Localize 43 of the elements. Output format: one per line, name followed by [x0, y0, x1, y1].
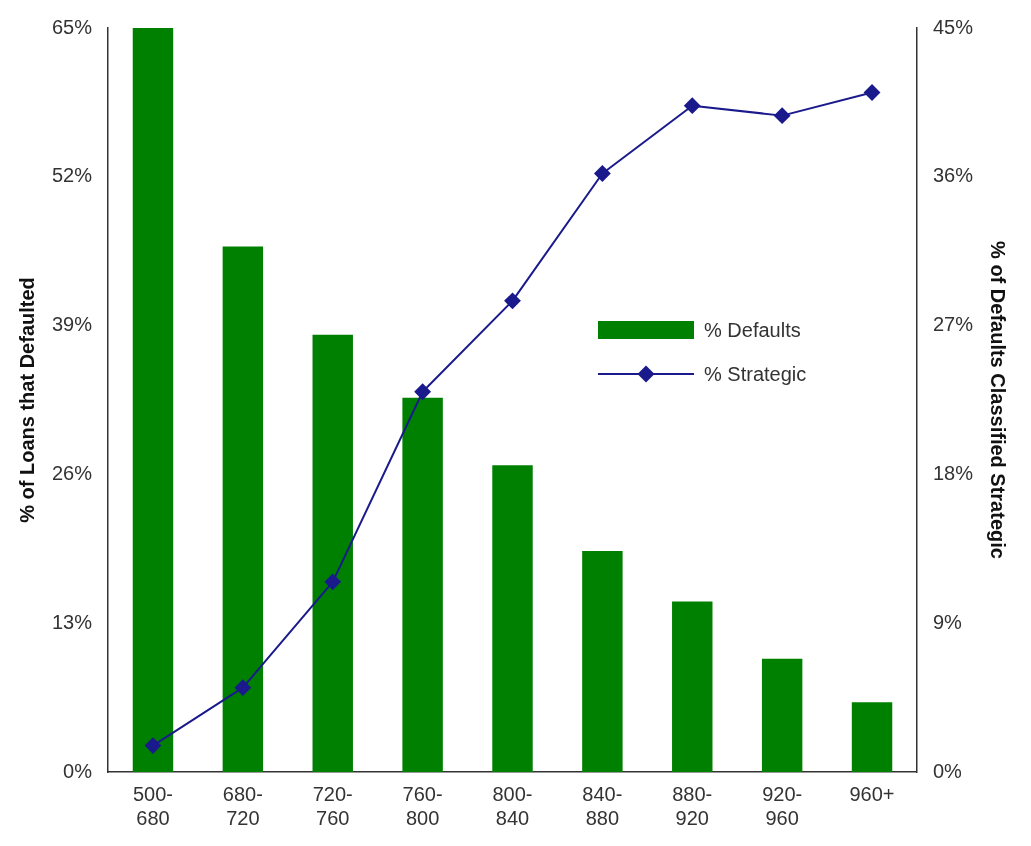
- x-tick-label: 680- 720: [222, 782, 263, 829]
- point: [234, 679, 251, 696]
- y-tick-label: 65%: [52, 15, 93, 38]
- point: [594, 165, 611, 182]
- point: [504, 292, 521, 309]
- point: [774, 107, 791, 124]
- x-tick-label: 760- 800: [402, 782, 443, 829]
- y2-tick-label: 36%: [932, 164, 974, 187]
- y-tick-label: 0%: [63, 759, 93, 782]
- x-tick-label: 960+: [849, 782, 895, 805]
- bar: [851, 702, 893, 772]
- x-tick-label: 840- 880: [582, 782, 623, 829]
- x-tick-label: 500- 680: [132, 782, 173, 829]
- y2-tick-label: 45%: [932, 15, 974, 38]
- legend-label: % Strategic: [704, 362, 807, 387]
- y2-tick-label: 9%: [932, 610, 963, 633]
- y2-tick-label: 27%: [932, 313, 974, 336]
- point: [864, 84, 881, 101]
- x-tick-label: 800- 840: [492, 782, 533, 829]
- legend-label: % Defaults: [704, 318, 801, 343]
- y-tick-label: 39%: [52, 313, 93, 336]
- point: [414, 383, 431, 400]
- point: [684, 97, 701, 114]
- bar: [312, 334, 353, 772]
- y2-tick-label: 0%: [932, 759, 963, 782]
- y-axis-title: % of Loans that Defaulted: [15, 277, 38, 523]
- x-tick-label: 880- 920: [672, 782, 713, 829]
- bar: [582, 551, 623, 772]
- y-tick-label: 13%: [52, 610, 93, 633]
- bar: [402, 397, 443, 772]
- y-tick-label: 26%: [52, 461, 93, 484]
- y-tick-label: 52%: [52, 164, 93, 187]
- y2-axis-title: % of Defaults Classified Strategic: [987, 241, 1010, 559]
- bar: [492, 465, 533, 772]
- bar: [132, 28, 174, 772]
- bar: [222, 246, 264, 772]
- bar: [672, 601, 713, 772]
- point: [144, 737, 161, 754]
- x-tick-label: 920- 960: [762, 782, 803, 829]
- bar: [761, 658, 803, 772]
- x-tick-label: 720- 760: [312, 782, 353, 829]
- y2-tick-label: 18%: [932, 461, 974, 484]
- point: [324, 573, 341, 590]
